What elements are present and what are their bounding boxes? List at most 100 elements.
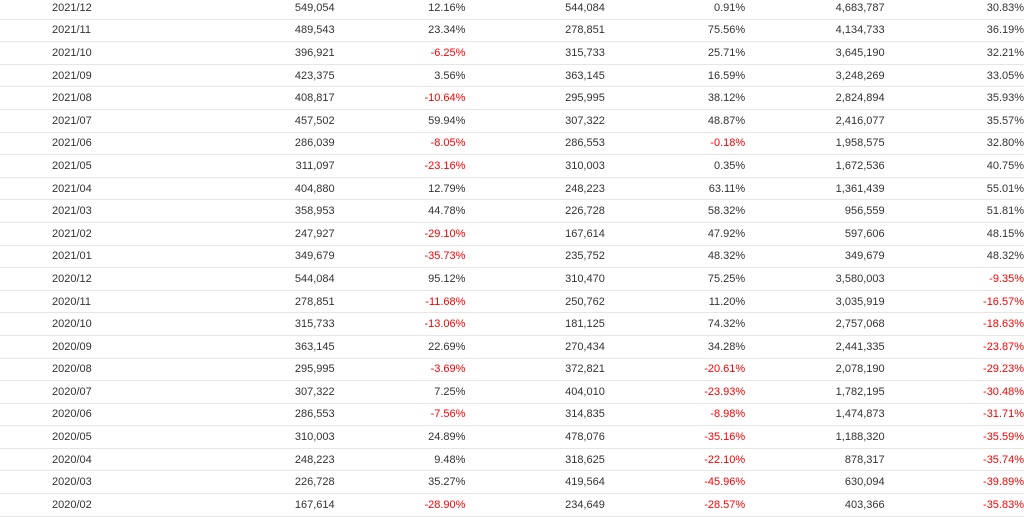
value-cell: 358,953 (294, 205, 335, 218)
cumulative-percent-cell: -31.71% (983, 408, 1024, 421)
value-cell: 226,728 (294, 476, 335, 489)
cumulative-value-cell: 1,474,873 (835, 408, 885, 421)
cumulative-percent-cell: 35.93% (986, 92, 1024, 105)
change-percent-cell: 35.27% (428, 476, 466, 489)
change-percent-cell: 12.79% (428, 182, 466, 195)
table-row: 2021/03 358,953 44.78% 226,728 58.32% 956,559… (0, 200, 1024, 223)
compare-value-cell: 250,762 (565, 295, 605, 308)
change-percent-cell: 23.34% (428, 24, 466, 37)
cumulative-percent-cell: -35.59% (983, 431, 1024, 444)
compare-value-cell: 226,728 (565, 205, 605, 218)
cumulative-value-cell: 878,317 (844, 453, 885, 466)
month-cell: 2020/11 (52, 295, 91, 308)
compare-value-cell: 295,995 (565, 92, 605, 105)
value-cell: 167,614 (294, 498, 335, 511)
cumulative-value-cell: 2,416,077 (835, 114, 885, 127)
change-percent-cell: 9.48% (434, 453, 466, 466)
value-cell: 457,502 (294, 114, 335, 127)
value-cell: 311,097 (295, 159, 335, 172)
change-percent-cell: -13.06% (424, 318, 466, 331)
change-percent-cell: 12.16% (428, 1, 466, 14)
compare-percent-cell: 38.12% (707, 92, 746, 105)
compare-percent-cell: -23.93% (704, 385, 746, 398)
compare-value-cell: 307,322 (565, 114, 605, 127)
change-percent-cell: -11.68% (425, 295, 466, 308)
compare-value-cell: 248,223 (565, 182, 605, 195)
compare-value-cell: 286,553 (565, 137, 605, 150)
cumulative-value-cell: 2,824,894 (835, 92, 885, 105)
table-row: 2021/10 396,921 -6.25% 315,733 25.71% 3,645,1… (0, 42, 1024, 65)
compare-percent-cell: 75.25% (707, 272, 746, 285)
compare-percent-cell: -22.10% (704, 453, 746, 466)
compare-percent-cell: 47.92% (707, 227, 746, 240)
change-percent-cell: -35.73% (424, 250, 466, 263)
month-cell: 2021/11 (52, 24, 91, 37)
cumulative-value-cell: 3,645,190 (835, 46, 885, 59)
compare-percent-cell: 75.56% (707, 24, 746, 37)
month-cell: 2021/03 (52, 205, 92, 218)
table-row: 2021/02 247,927 -29.10% 167,614 47.92% 597,60… (0, 223, 1024, 246)
value-cell: 549,054 (294, 1, 335, 14)
value-cell: 247,927 (294, 227, 335, 240)
month-cell: 2020/03 (52, 476, 92, 489)
compare-value-cell: 315,733 (565, 46, 605, 59)
change-percent-cell: 22.69% (428, 340, 466, 353)
change-percent-cell: -7.56% (430, 408, 466, 421)
compare-percent-cell: 63.11% (708, 182, 746, 195)
compare-percent-cell: -35.16% (704, 431, 746, 444)
month-cell: 2020/06 (52, 408, 92, 421)
cumulative-percent-cell: 30.83% (986, 1, 1024, 14)
cumulative-value-cell: 2,078,190 (835, 363, 885, 376)
value-cell: 404,880 (294, 182, 335, 195)
cumulative-percent-cell: 32.21% (986, 46, 1024, 59)
value-cell: 544,084 (294, 272, 335, 285)
change-percent-cell: -28.90% (424, 498, 466, 511)
change-percent-cell: 95.12% (428, 272, 466, 285)
cumulative-percent-cell: 51.81% (986, 205, 1024, 218)
value-cell: 363,145 (294, 340, 335, 353)
change-percent-cell: 59.94% (428, 114, 466, 127)
month-cell: 2021/12 (52, 1, 92, 14)
compare-percent-cell: -8.98% (710, 408, 746, 421)
cumulative-value-cell: 630,094 (844, 476, 885, 489)
month-cell: 2021/09 (52, 69, 92, 82)
compare-percent-cell: -28.57% (704, 498, 746, 511)
month-cell: 2020/08 (52, 363, 92, 376)
value-cell: 315,733 (294, 318, 335, 331)
compare-percent-cell: 0.35% (714, 159, 746, 172)
table-row: 2020/02 167,614 -28.90% 234,649 -28.57% 403,3… (0, 494, 1024, 517)
table-row: 2021/04 404,880 12.79% 248,223 63.11% 1,361,4… (0, 178, 1024, 201)
cumulative-percent-cell: 55.01% (986, 182, 1024, 195)
compare-value-cell: 372,821 (565, 363, 605, 376)
cumulative-value-cell: 2,441,335 (835, 340, 885, 353)
value-cell: 408,817 (294, 92, 335, 105)
cumulative-value-cell: 4,134,733 (835, 24, 885, 37)
compare-value-cell: 310,470 (565, 272, 605, 285)
table-row: 2020/09 363,145 22.69% 270,434 34.28% 2,441,3… (0, 336, 1024, 359)
value-cell: 278,851 (294, 295, 335, 308)
compare-percent-cell: 0.91% (714, 1, 746, 14)
cumulative-value-cell: 4,683,787 (835, 1, 885, 14)
cumulative-percent-cell: 48.15% (986, 227, 1024, 240)
month-cell: 2021/06 (52, 137, 92, 150)
cumulative-value-cell: 1,188,320 (835, 431, 885, 444)
compare-value-cell: 310,003 (565, 159, 605, 172)
cumulative-percent-cell: 36.19% (986, 24, 1024, 37)
compare-value-cell: 234,649 (565, 498, 605, 511)
compare-value-cell: 478,076 (565, 431, 605, 444)
table-row: 2021/06 286,039 -8.05% 286,553 -0.18% 1,958,5… (0, 133, 1024, 156)
month-cell: 2020/04 (52, 453, 92, 466)
cumulative-value-cell: 349,679 (844, 250, 885, 263)
compare-percent-cell: 11.20% (708, 295, 746, 308)
table-row: 2020/03 226,728 35.27% 419,564 -45.96% 630,09… (0, 471, 1024, 495)
value-cell: 489,543 (294, 24, 335, 37)
cumulative-percent-cell: -30.48% (983, 385, 1024, 398)
month-cell: 2020/09 (52, 340, 92, 353)
table-row: 2020/11 278,851 -11.68% 250,762 11.20% 3,035,… (0, 291, 1024, 314)
value-cell: 307,322 (294, 385, 335, 398)
cumulative-value-cell: 1,782,195 (835, 385, 885, 398)
cumulative-value-cell: 3,035,919 (835, 295, 885, 308)
table-row: 2021/11 489,543 23.34% 278,851 75.56% 4,134,7… (0, 20, 1024, 43)
compare-percent-cell: 25.71% (707, 46, 746, 59)
